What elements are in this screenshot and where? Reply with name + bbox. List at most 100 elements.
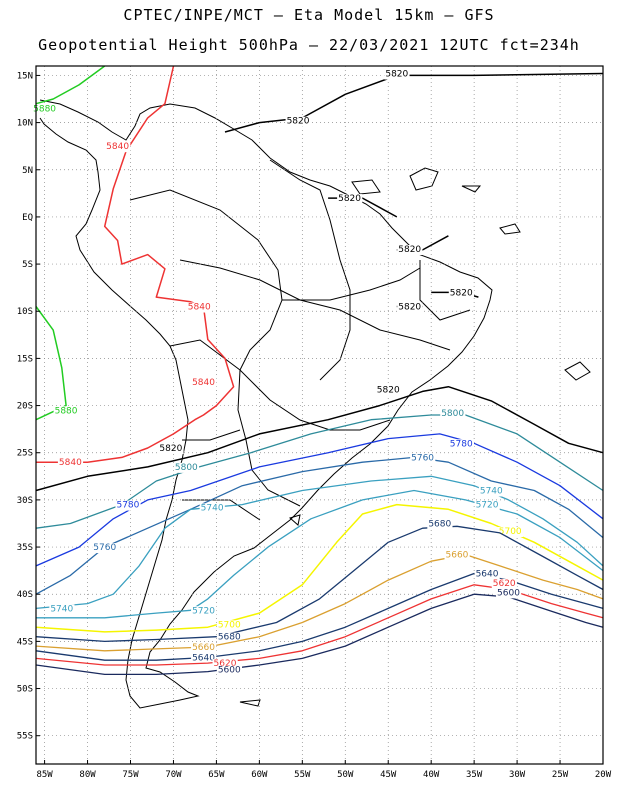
- contour-line-5780: [35, 433, 604, 567]
- contour-label-5680: 5680: [428, 519, 451, 529]
- contour-label-5720: 5720: [192, 606, 215, 616]
- basemap-coastlines: [39, 99, 591, 709]
- contour-label-bg: [478, 486, 505, 497]
- contour-line-5720: [36, 489, 604, 619]
- contour-label-bg: [216, 620, 243, 631]
- contour-label-5700: 5700: [218, 620, 241, 630]
- contour-label-bg: [440, 409, 466, 420]
- lat-tick-label: 5S: [22, 260, 33, 270]
- contour-label-5880: 5880: [33, 104, 56, 114]
- lat-tick-label: EQ: [22, 213, 33, 223]
- contour-label-bg: [105, 142, 131, 153]
- contour-line-5620: [35, 584, 604, 666]
- contour-label-5620: 5620: [493, 579, 516, 589]
- lon-tick-label: 40W: [423, 770, 440, 780]
- lat-tick-label: 35S: [17, 543, 33, 553]
- contour-line-5600: [35, 593, 604, 676]
- map-title-line2: Geopotential Height 500hPa – 22/03/2021 …: [38, 36, 580, 54]
- contour-label-5820: 5820: [338, 194, 361, 204]
- map-frame: [35, 65, 604, 765]
- contour-label-5740: 5740: [480, 486, 503, 496]
- contour-label-5800: 5800: [175, 463, 198, 473]
- lat-tick-label: 15N: [17, 71, 33, 81]
- lat-tick-label: 5N: [22, 166, 33, 176]
- contour-label-bg: [448, 439, 474, 450]
- contour-label-bg: [497, 527, 523, 538]
- lon-tick-label: 30W: [509, 770, 526, 780]
- contour-line-5880: [35, 65, 106, 105]
- contour-label-bg: [32, 104, 58, 115]
- lon-tick-label: 70W: [165, 770, 182, 780]
- contour-label-bg: [427, 519, 453, 530]
- contour-label-5780: 5780: [450, 439, 473, 449]
- contour-label-bg: [216, 632, 243, 643]
- lat-tick-label: 15S: [17, 354, 33, 364]
- lon-tick-label: 35W: [466, 770, 483, 780]
- lat-tick-label: 55S: [17, 732, 33, 742]
- contour-label-5740: 5740: [201, 503, 224, 513]
- contour-label-bg: [49, 604, 75, 615]
- contour-label-bg: [491, 578, 517, 589]
- contour-label-5840: 5840: [59, 458, 82, 468]
- contour-line-5660: [35, 553, 604, 652]
- contour-label-bg: [375, 385, 401, 396]
- contour-label-bg: [337, 194, 363, 205]
- contour-label-5840: 5840: [106, 142, 129, 152]
- contour-label-5820: 5820: [450, 288, 473, 298]
- lon-tick-label: 60W: [251, 770, 268, 780]
- contour-label-bg: [212, 659, 238, 670]
- lat-tick-label: 20S: [17, 402, 33, 412]
- contour-label-5820: 5820: [159, 444, 182, 454]
- lat-tick-label: 10N: [17, 119, 33, 129]
- lon-tick-label: 25W: [552, 770, 569, 780]
- contour-line-5820: [35, 385, 604, 492]
- latitude-axis-labels: 15N 10N 5N EQ 5S 10S 15S 20S 25S 30S 35S 40S 45S 50S 5…: [17, 71, 40, 742]
- contour-label-5680: 5680: [218, 633, 241, 643]
- contour-label-5780: 5780: [116, 501, 139, 511]
- lat-tick-label: 40S: [17, 590, 33, 600]
- contour-label-bg: [158, 444, 184, 455]
- contour-label-5820: 5820: [287, 117, 310, 127]
- lat-tick-label: 50S: [17, 685, 33, 695]
- contour-label-bg: [444, 550, 470, 561]
- contour-label-5600: 5600: [218, 666, 241, 676]
- contour-label-5640: 5640: [192, 653, 215, 663]
- contour-label-5800: 5800: [441, 409, 464, 419]
- lon-tick-label: 65W: [208, 770, 225, 780]
- contour-line-5740: [35, 475, 604, 610]
- contour-line-5680: [35, 525, 604, 643]
- contour-line-5700: [35, 503, 604, 633]
- contour-label-bg: [191, 606, 217, 617]
- contour-label-5820: 5820: [398, 303, 421, 313]
- lon-tick-label: 45W: [380, 770, 397, 780]
- lat-tick-label: 25S: [17, 449, 33, 459]
- contour-line-5640: [35, 572, 604, 661]
- lat-tick-label: 10S: [17, 307, 33, 317]
- contour-label-5620: 5620: [214, 659, 237, 669]
- contour-label-bg: [115, 500, 141, 511]
- contour-label-bg: [397, 244, 423, 255]
- lon-tick-label: 20W: [595, 770, 612, 780]
- lon-tick-label: 55W: [294, 770, 311, 780]
- lat-tick-label: 45S: [17, 637, 33, 647]
- contour-label-5600: 5600: [497, 588, 520, 598]
- contour-label-5760: 5760: [93, 543, 116, 553]
- contour-label-bg: [285, 116, 311, 127]
- contour-label-5740: 5740: [50, 604, 73, 614]
- lon-tick-label: 50W: [337, 770, 354, 780]
- contour-label-bg: [496, 588, 522, 599]
- contour-label-5820: 5820: [398, 245, 421, 255]
- contour-label-bg: [191, 377, 217, 388]
- contour-label-5720: 5720: [476, 501, 499, 511]
- contour-label-bg: [384, 69, 410, 80]
- contour-label-bg: [92, 543, 118, 554]
- contour-label-5760: 5760: [411, 453, 434, 463]
- contour-label-5660: 5660: [446, 551, 469, 561]
- lat-tick-label: 30S: [17, 496, 33, 506]
- longitude-axis-labels: 85W 80W 75W 70W 65W 60W 55W 50W 45W 40W 35W 30W 25W 2…: [36, 760, 612, 780]
- contour-label-bg: [53, 406, 79, 417]
- contour-label-bg: [199, 503, 225, 514]
- contour-label-5880: 5880: [55, 406, 78, 416]
- contour-label-bg: [216, 665, 243, 676]
